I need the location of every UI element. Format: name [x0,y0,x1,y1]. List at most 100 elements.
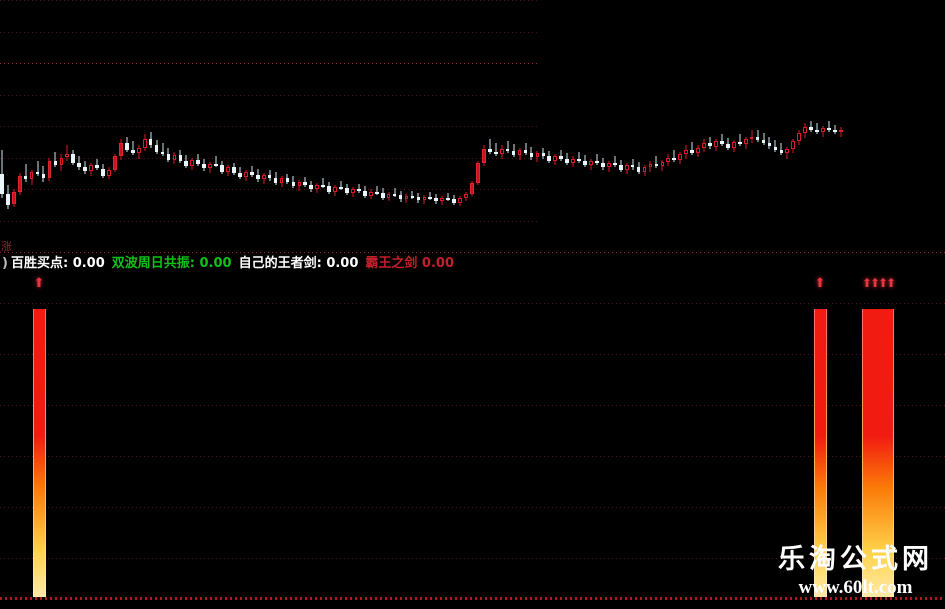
indicator-grid-line [0,558,945,559]
indicator-bar-edge [893,309,894,597]
candle-body [416,197,421,201]
candle-body [386,193,391,199]
candle-body [714,141,718,147]
candle-body [35,171,40,174]
candle-body [815,130,819,133]
candle-body [428,197,433,200]
candle-wick [560,149,562,161]
candle-body [612,163,617,166]
candle-body [5,193,10,205]
candlestick [178,0,183,252]
price-chart-pane[interactable] [0,0,945,252]
candle-wick [768,136,770,149]
candle-body [440,198,445,202]
candle-body [154,145,159,152]
candlestick [184,0,189,252]
candlestick [499,0,504,252]
candlestick [553,0,558,252]
candle-wick [614,156,616,168]
candlestick [827,0,831,252]
candle-body [321,185,326,187]
price-grid-line [0,221,540,222]
candlestick [791,0,796,252]
candle-body [452,199,456,203]
candlestick [166,0,171,252]
candlestick [11,0,16,252]
candle-body [535,153,540,158]
candlestick [487,0,492,252]
candlestick [624,0,629,252]
candlestick [65,0,70,252]
candle-body [565,158,569,163]
candlestick [714,0,718,252]
candle-body [130,149,135,154]
candle-body [333,187,337,192]
candlestick [767,0,772,252]
candlestick [654,0,659,252]
candlestick [476,0,480,252]
candlestick [23,0,28,252]
candle-body [17,176,22,192]
candlestick [523,0,528,252]
candle-body [606,163,611,168]
candle-wick [78,156,80,170]
candle-body [434,198,439,202]
candle-body [303,181,308,185]
candlestick [452,0,456,252]
candlestick [672,0,677,252]
candle-body [785,148,790,154]
indicator-bar-edge [862,309,863,597]
candlestick [327,0,331,252]
candle-body [380,192,385,199]
candlestick [148,0,153,252]
candle-body [749,136,754,139]
candlestick [434,0,439,252]
candle-body [83,167,87,171]
price-grid-line [0,158,540,159]
candlestick [797,0,802,252]
candlestick [273,0,278,252]
candlestick [601,0,605,252]
candlestick [119,0,123,252]
candlestick [458,0,462,252]
candle-wick [727,137,729,150]
candlestick [755,0,760,252]
candlestick [249,0,254,252]
readout-item-label: 双波周日共振: [111,256,200,271]
candle-wick [816,123,818,135]
candle-body [113,156,117,170]
candle-body [71,154,76,163]
candle-body [226,167,230,172]
candle-body [196,159,201,165]
candle-wick [376,186,378,195]
readout-item-1: 双波周日共振: 0.00 [112,255,232,273]
candlestick [636,0,641,252]
candlestick [101,0,105,252]
candle-body [470,182,474,194]
candlestick [606,0,611,252]
candle-wick [763,133,765,146]
candle-body [422,197,427,201]
candle-body [458,198,462,203]
candlestick [0,0,4,252]
candle-body [589,160,593,166]
candlestick [71,0,76,252]
candle-body [577,158,581,161]
candlestick [89,0,93,252]
candle-body [345,188,349,193]
candle-body [499,148,504,155]
indicator-bar [33,309,46,597]
readout-item-label: 霸王之剑 [365,256,422,271]
candle-wick [525,143,526,156]
indicator-chart-pane[interactable] [0,252,945,609]
indicator-grid-line [0,405,945,406]
candle-body [178,155,183,161]
candle-wick [162,143,163,157]
candle-body [368,191,373,196]
candle-body [505,148,510,151]
candlestick [41,0,46,252]
candlestick [482,0,486,252]
candle-body [249,171,254,176]
candlestick [743,0,748,252]
candlestick [803,0,808,252]
